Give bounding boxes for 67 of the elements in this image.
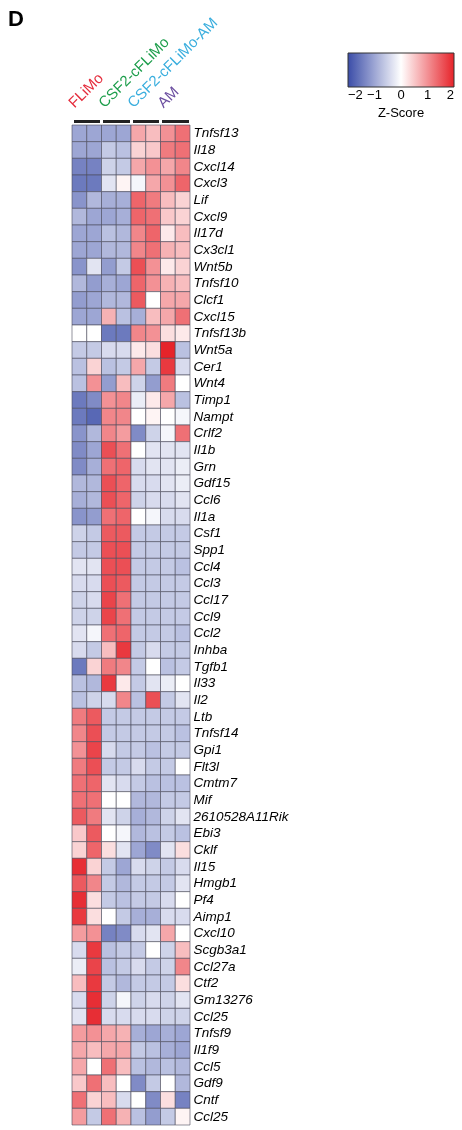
y-tick-label: Cxcl10 [193, 925, 236, 941]
color-bar-label: 0 [397, 87, 405, 102]
y-tick-label: Ccl9 [193, 608, 221, 624]
y-tick-label: Il1a [193, 508, 216, 524]
y-tick-label: Ccl25 [193, 1108, 229, 1124]
y-tick-label: Ccl3 [193, 575, 221, 591]
y-tick-label: Cmtm7 [193, 775, 238, 791]
y-tick-label: Grn [193, 458, 217, 474]
y-tick-label: Cxcl3 [193, 175, 228, 191]
y-tick-label: Cxcl14 [193, 158, 235, 174]
y-tick-label: Tgfb1 [193, 658, 229, 674]
y-tick-label: Gdf15 [193, 475, 231, 491]
y-tick-label: Wnt5b [193, 258, 234, 274]
color-bar-label: −2 [348, 87, 363, 102]
y-tick-label: Cer1 [193, 358, 223, 374]
y-tick-label: Mif [193, 792, 213, 807]
color-bar-label: 2 [446, 87, 454, 102]
y-tick-label: Ccl4 [193, 558, 221, 574]
y-tick-label: Tnfsf13 [193, 125, 240, 141]
y-tick-label: Gdf9 [193, 1075, 224, 1091]
y-tick-label: Scgb3a1 [193, 942, 247, 957]
y-tick-label: Ccl17 [193, 592, 229, 607]
y-tick-label: Tnfsf10 [193, 275, 240, 291]
y-tick-label: Ctf2 [193, 975, 219, 991]
y-tick-label: Tnfsf14 [193, 725, 239, 741]
y-tick-label: Timp1 [193, 392, 231, 407]
y-tick-label: Cx3cl1 [193, 242, 235, 257]
y-tick-label: Ccl25 [193, 1008, 229, 1024]
y-tick-label: Pf4 [193, 892, 214, 907]
color-bar-label: −1 [367, 87, 382, 102]
y-tick-label: Inhba [193, 642, 228, 657]
y-tick-label: Spp1 [193, 542, 226, 557]
y-tick-label: Ebi3 [193, 825, 222, 841]
y-tick-label: Ltb [193, 708, 213, 724]
y-tick-label: Ccl5 [193, 1058, 221, 1074]
y-tick-label: Gpi1 [193, 742, 223, 757]
y-tick-label: Il2 [193, 692, 209, 707]
y-tick-label: Ccl27a [193, 958, 237, 974]
y-tick-label: Il15 [193, 858, 216, 874]
y-tick-label: Crlf2 [193, 425, 223, 441]
y-tick-label: Cxcl15 [193, 308, 236, 324]
y-tick-label: Wnt5a [193, 342, 234, 357]
y-tick-label: Gm13276 [193, 992, 254, 1007]
y-tick-label: Il17d [193, 225, 224, 241]
y-tick-label: Csf1 [193, 525, 222, 541]
y-tick-label: Nampt [193, 408, 235, 424]
y-tick-label: Lif [193, 192, 210, 207]
y-tick-label: Cxcl9 [193, 208, 228, 224]
y-tick-label: Il1f9 [193, 1042, 220, 1057]
y-tick-label: 2610528A11Rik [192, 808, 290, 824]
y-tick-label: Il33 [193, 675, 216, 691]
y-tick-label: Tnfsf9 [193, 1025, 232, 1041]
y-tick-label: Aimp1 [192, 908, 232, 924]
y-tick-label: Flt3l [193, 758, 220, 774]
y-tick-label: Cklf [193, 842, 218, 857]
y-tick-label: Il18 [193, 142, 216, 157]
y-tick-label: Cntf [193, 1092, 220, 1107]
y-tick-label: Hmgb1 [193, 875, 238, 891]
text: D [8, 6, 24, 32]
y-tick-label: Ccl6 [193, 492, 221, 507]
y-tick-label: Tnfsf13b [193, 325, 247, 341]
color-bar-title: Z-Score [377, 105, 425, 120]
color-bar-label: 1 [423, 87, 432, 102]
y-tick-label: Clcf1 [193, 292, 225, 307]
y-tick-label: Wnt4 [193, 375, 226, 391]
y-tick-label: Ccl2 [193, 625, 221, 641]
y-tick-label: Il1b [193, 442, 216, 457]
